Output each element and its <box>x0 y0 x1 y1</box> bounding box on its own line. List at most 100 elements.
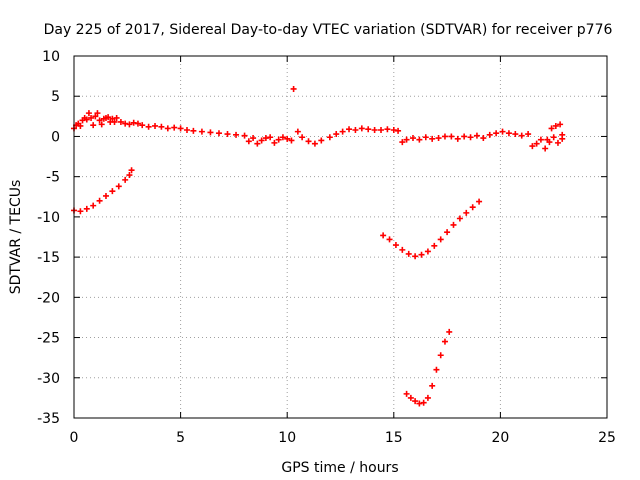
data-point <box>145 123 152 130</box>
data-point <box>431 242 438 249</box>
data-point <box>403 390 410 397</box>
data-point <box>126 121 133 128</box>
x-tick-label: 5 <box>176 430 185 446</box>
data-point <box>444 229 451 236</box>
data-point <box>437 352 444 359</box>
data-point <box>512 131 519 138</box>
data-point <box>275 136 282 143</box>
data-point <box>288 137 295 144</box>
data-point <box>279 134 286 141</box>
data-point <box>215 130 222 137</box>
data-point <box>525 131 532 138</box>
data-point <box>399 139 406 146</box>
data-point <box>456 215 463 222</box>
data-point <box>311 140 318 147</box>
data-point <box>480 135 487 142</box>
data-point <box>88 114 95 121</box>
data-point <box>469 204 476 211</box>
data-point <box>493 130 500 137</box>
y-axis-label: SDTVAR / TECUs <box>8 180 24 295</box>
data-point <box>407 394 414 401</box>
data-point <box>441 338 448 345</box>
y-tick-label: -5 <box>46 170 60 186</box>
x-tick-label: 15 <box>385 430 403 446</box>
data-point <box>467 134 474 141</box>
data-point <box>533 140 540 147</box>
data-point <box>416 136 423 143</box>
data-point <box>113 114 120 121</box>
data-point <box>250 135 257 142</box>
data-point <box>102 192 109 199</box>
data-point <box>81 114 88 121</box>
data-point <box>435 135 442 142</box>
data-point <box>437 236 444 243</box>
data-point <box>416 400 423 407</box>
y-tick-label: 0 <box>51 129 60 145</box>
x-tick-labels: 0 5 10 15 20 25 <box>70 430 616 446</box>
data-point <box>371 127 378 134</box>
data-point <box>139 122 146 129</box>
y-tick-label: -15 <box>37 250 60 266</box>
data-point <box>258 137 265 144</box>
x-axis-label: GPS time / hours <box>281 460 398 476</box>
data-point <box>90 122 97 129</box>
data-point <box>418 251 425 258</box>
data-point <box>537 136 544 143</box>
data-point <box>339 128 346 135</box>
data-point <box>245 138 252 145</box>
data-point <box>122 120 129 127</box>
data-point <box>392 242 399 249</box>
data-point <box>412 398 419 405</box>
data-point <box>271 139 278 146</box>
data-point <box>122 176 129 183</box>
data-point <box>476 198 483 205</box>
data-point <box>111 118 118 125</box>
data-point <box>294 128 301 135</box>
data-point <box>305 138 312 145</box>
series-arc-1 <box>71 167 135 215</box>
data-point <box>463 209 470 216</box>
data-point <box>290 85 297 92</box>
data-point <box>77 122 84 129</box>
data-point <box>550 134 557 141</box>
data-point <box>224 131 231 138</box>
x-tick-label: 0 <box>70 430 79 446</box>
data-point <box>390 127 397 134</box>
y-tick-label: -35 <box>37 411 60 427</box>
data-point <box>115 183 122 190</box>
y-tick-label: 10 <box>42 49 60 65</box>
data-point <box>548 125 555 132</box>
data-point <box>424 248 431 255</box>
data-point <box>267 134 274 141</box>
data-point <box>450 221 457 228</box>
data-point <box>126 172 133 179</box>
data-point <box>454 135 461 142</box>
chart-title: Day 225 of 2017, Sidereal Day-to-day VTE… <box>44 22 613 38</box>
data-point <box>207 129 214 136</box>
data-point <box>85 110 92 117</box>
data-point <box>399 246 406 253</box>
data-point <box>429 382 436 389</box>
data-points <box>71 85 566 407</box>
data-point <box>134 120 141 127</box>
axis-ticks <box>73 55 608 419</box>
y-tick-label: -10 <box>37 210 60 226</box>
data-point <box>90 202 97 209</box>
data-point <box>241 132 248 139</box>
data-point <box>333 131 340 138</box>
data-point <box>284 135 291 142</box>
data-point <box>412 253 419 260</box>
x-tick-label: 10 <box>278 430 296 446</box>
data-point <box>433 366 440 373</box>
data-point <box>352 127 359 134</box>
data-point <box>262 135 269 142</box>
data-point <box>486 131 493 138</box>
y-tick-label: -20 <box>37 290 60 306</box>
data-point <box>499 128 506 135</box>
data-point <box>77 208 84 215</box>
data-point <box>544 136 551 143</box>
data-point <box>183 127 190 134</box>
x-tick-label: 25 <box>598 430 616 446</box>
data-point <box>96 117 103 124</box>
data-point <box>128 167 135 174</box>
